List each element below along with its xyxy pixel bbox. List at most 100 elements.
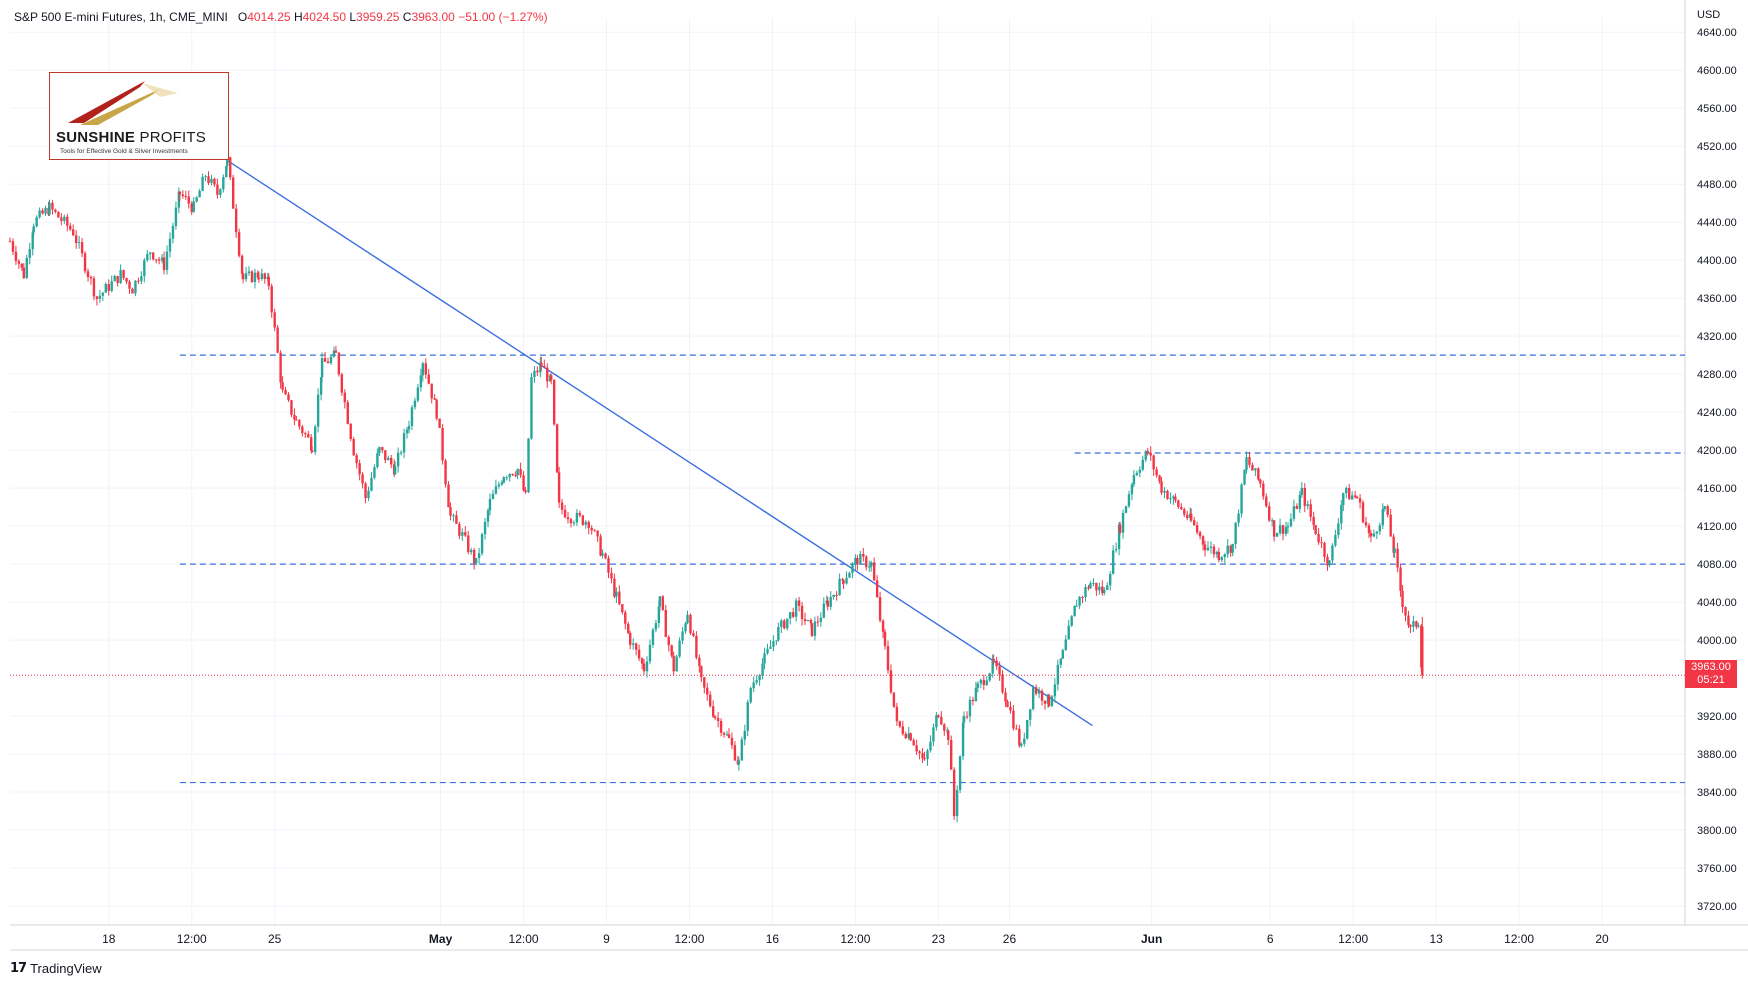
candle-body [210, 178, 213, 184]
candle-body [640, 658, 644, 664]
candle-body [1275, 533, 1279, 537]
last-price-badge: 3963.00 05:21 [1685, 660, 1737, 688]
candle-body [17, 261, 21, 264]
symbol-header: S&P 500 E-mini Futures, 1h, CME_MINI O40… [14, 10, 548, 24]
candle-body [1231, 543, 1234, 553]
candle-body [593, 530, 596, 532]
candle-body [755, 680, 758, 683]
candle-body [190, 203, 193, 212]
candle-body [1009, 706, 1012, 711]
candle-body [92, 278, 96, 297]
candle-body [1012, 710, 1015, 729]
candle-body [352, 439, 355, 456]
candle-body [1163, 490, 1166, 493]
candle-body [709, 694, 712, 707]
candle-body [810, 623, 814, 636]
candle-body [791, 612, 795, 617]
candle-body [449, 507, 452, 516]
candle-body [1061, 650, 1065, 659]
candle-body [1127, 494, 1131, 507]
candle-body [1399, 567, 1402, 591]
candle-body [1037, 691, 1041, 694]
candle-body [458, 523, 461, 536]
candle-body [789, 612, 792, 619]
candle-body [260, 273, 264, 279]
candle-body [483, 521, 487, 535]
candle-body [174, 207, 178, 226]
candle-body [601, 553, 604, 556]
open-label: O [237, 10, 248, 24]
candle-body [1234, 522, 1237, 544]
candle-body [826, 600, 829, 607]
y-tick-label: 4520.00 [1697, 141, 1737, 153]
x-tick-label: 18 [102, 932, 116, 946]
candle-body [378, 447, 381, 454]
candle-body [918, 751, 921, 754]
candle-body [232, 177, 235, 209]
low-value: 3959.25 [356, 10, 400, 24]
candle-body [716, 718, 720, 721]
candle-body [806, 619, 810, 622]
candle-body [1220, 557, 1224, 561]
candle-body [1023, 738, 1026, 744]
candle-body [1101, 586, 1104, 594]
candle-body [1303, 487, 1306, 507]
candle-body [486, 510, 490, 522]
candle-body [845, 577, 848, 584]
x-tick-label: 12:00 [177, 932, 207, 946]
high-label: H [293, 10, 303, 24]
candle-body [1135, 472, 1139, 475]
candle-body [1223, 554, 1226, 558]
candle-body [497, 484, 501, 487]
candle-body [604, 553, 607, 559]
candle-body [976, 683, 980, 688]
candle-body [20, 263, 24, 268]
candle-body [1383, 506, 1386, 509]
open-value: 4014.25 [247, 10, 291, 24]
candle-body [1229, 545, 1232, 553]
candle-body [276, 327, 279, 353]
candle-body [491, 493, 495, 500]
candle-body [926, 750, 929, 760]
candle-body [467, 535, 470, 553]
candle-body [293, 414, 296, 420]
candle-body [113, 275, 116, 282]
candle-body [447, 484, 450, 508]
candle-body [581, 515, 585, 525]
candle-body [1152, 455, 1155, 470]
candle-body [1393, 548, 1396, 553]
candle-body [1369, 533, 1373, 537]
candle-body [1212, 546, 1216, 555]
y-tick-label: 4160.00 [1697, 483, 1737, 495]
candle-body [237, 232, 241, 256]
candle-body [848, 572, 851, 578]
candle-body [146, 254, 149, 261]
candle-body [1284, 527, 1288, 534]
candle-body [107, 284, 110, 291]
candle-body [472, 549, 476, 564]
candle-body [859, 553, 862, 565]
last-price-value: 3963.00 [1691, 661, 1731, 673]
candle-body [1389, 514, 1392, 537]
candle-body [1067, 625, 1070, 640]
candle-body [399, 452, 403, 454]
candle-body [86, 271, 90, 278]
candle-body [689, 614, 692, 634]
y-tick-label: 4440.00 [1697, 217, 1737, 229]
candle-body [343, 392, 347, 403]
tradingview-branding[interactable]: 𝟭𝟳 TradingView [10, 960, 102, 976]
candle-body [1172, 496, 1175, 499]
change-value: −51.00 (−1.27%) [458, 10, 548, 24]
x-tick-label: 23 [932, 932, 946, 946]
currency-label[interactable]: USD [1697, 9, 1721, 21]
close-value: 3963.00 [411, 10, 455, 24]
candle-body [607, 558, 610, 573]
candle-body [865, 556, 868, 568]
candle-body [1259, 479, 1262, 484]
candle-body [743, 730, 746, 740]
candle-body [334, 350, 338, 353]
candle-body [171, 225, 175, 239]
candle-body [654, 623, 658, 630]
